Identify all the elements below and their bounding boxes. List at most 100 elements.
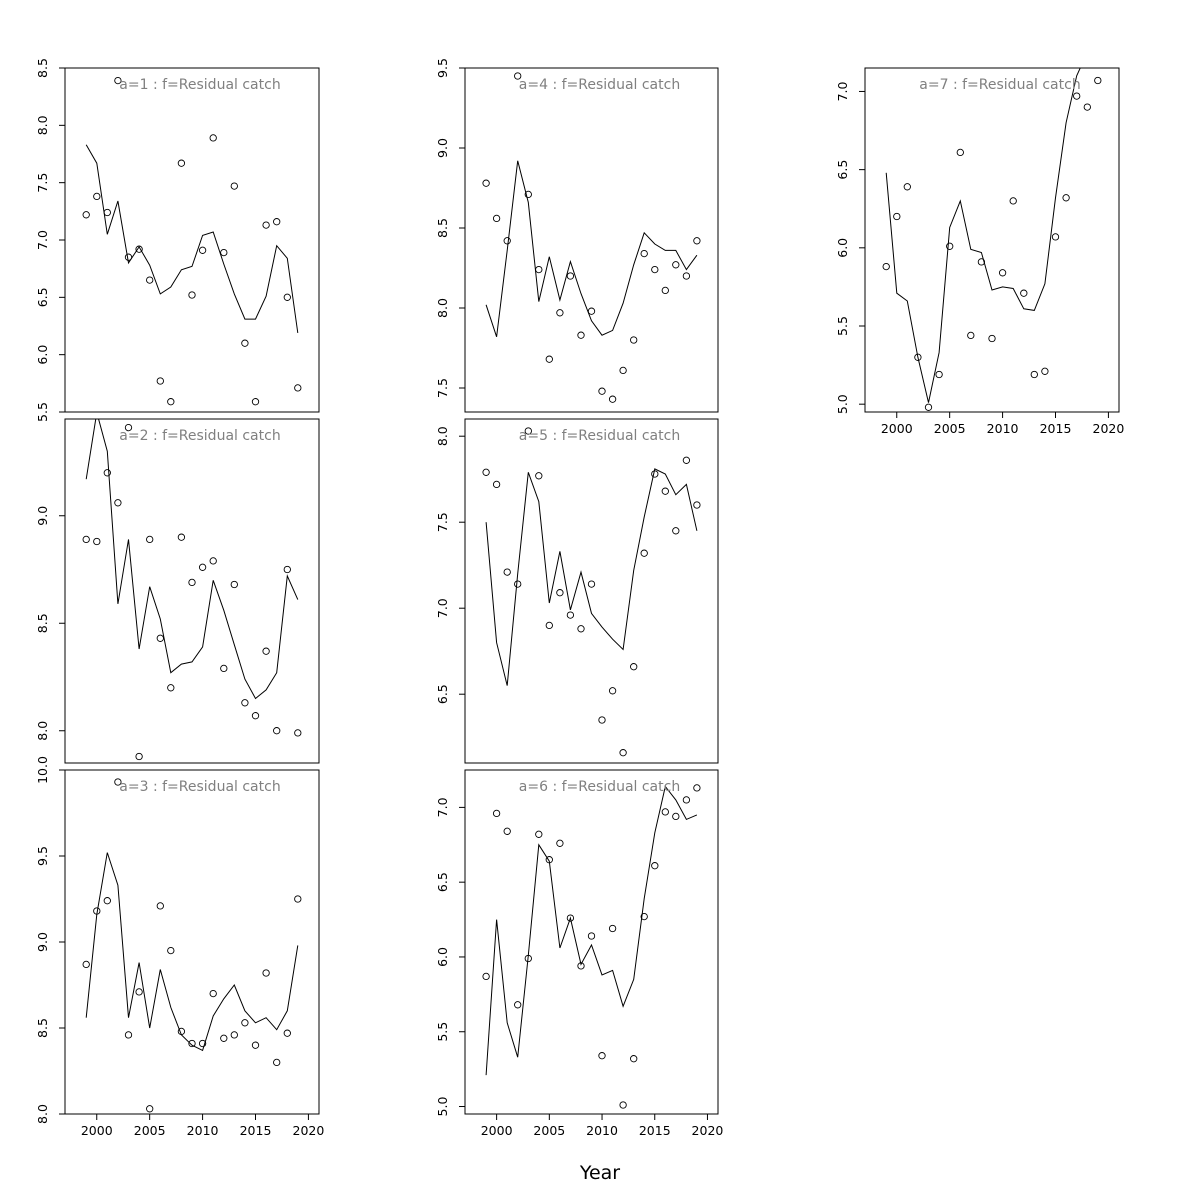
data-point (651, 265, 659, 274)
panel-a4: 7.5 8.0 8.5 9.0 9.5 a=4 : f=Residual catch (435, 58, 719, 413)
y-tick-label: 7.0 (835, 81, 850, 101)
data-point (241, 1019, 249, 1027)
y-tick-label: 6.5 (35, 287, 50, 307)
x-tick-label: 2010 (987, 421, 1019, 436)
data-point (946, 242, 954, 250)
y-tick-label: 8.5 (35, 613, 50, 633)
y-axis: 5.0 5.5 6.0 6.5 7.0 (835, 81, 865, 414)
data-point (1083, 103, 1091, 111)
y-tick-label: 8.0 (435, 298, 450, 318)
panel-a2: 8.0 8.5 9.0 a=2 : f=Residual catch (35, 418, 320, 764)
y-tick-label: 7.5 (35, 173, 50, 193)
data-point (598, 1052, 606, 1060)
data-point (640, 549, 648, 557)
data-point (503, 827, 511, 835)
fitted-line (485, 468, 698, 686)
data-point (598, 387, 606, 395)
fitted-line (85, 144, 299, 333)
data-point (967, 331, 975, 340)
panel-a3: 8.0 8.5 9.0 9.5 10.0 2000 2005 2010 2015 2020 a=3 … (35, 756, 324, 1138)
data-point (661, 808, 669, 816)
data-point (124, 1031, 133, 1039)
plot-frame (864, 67, 1120, 413)
data-point (682, 272, 691, 280)
x-tick-label: 2010 (586, 1123, 618, 1138)
data-point (230, 182, 238, 190)
y-tick-label: 8.5 (35, 1018, 50, 1038)
data-point (241, 699, 249, 707)
y-tick-label: 8.5 (435, 218, 450, 238)
data-point (893, 212, 901, 221)
data-point (188, 578, 196, 587)
data-point (1094, 76, 1102, 85)
data-point (273, 218, 281, 226)
data-point (672, 812, 680, 821)
data-point (209, 134, 217, 142)
observed-points (482, 784, 701, 1109)
data-point (903, 183, 911, 191)
y-tick-label: 6.0 (435, 947, 450, 967)
data-point (482, 179, 490, 187)
data-point (914, 353, 922, 361)
observed-points (482, 427, 701, 757)
y-tick-label: 9.5 (435, 58, 450, 78)
data-point (672, 261, 680, 269)
y-tick-label: 7.5 (435, 512, 450, 532)
y-tick-label: 6.0 (835, 238, 850, 258)
observed-points (82, 423, 302, 761)
data-point (672, 527, 680, 535)
data-point (167, 398, 175, 406)
data-point (651, 470, 659, 478)
data-point (998, 269, 1007, 277)
x-tick-label: 2010 (187, 1123, 219, 1138)
data-point (882, 262, 890, 271)
y-tick-label: 9.0 (35, 506, 50, 526)
data-point (93, 907, 101, 915)
data-point (545, 856, 553, 864)
data-point (82, 211, 90, 219)
data-point (230, 1031, 238, 1039)
panel-title: a=2 : f=Residual catch (119, 428, 280, 444)
x-axis: 2000 2005 2010 2015 2020 (881, 412, 1124, 436)
y-tick-label: 8.0 (35, 115, 50, 135)
y-axis: 6.5 7.0 7.5 8.0 (435, 426, 465, 704)
data-point (251, 1041, 260, 1049)
panel-a1: 5.5 6.0 6.5 7.0 7.5 8.0 8.5 a=1 : f=Residual ca… (35, 58, 320, 422)
data-point (156, 377, 164, 385)
data-point (556, 589, 564, 597)
data-point (156, 634, 164, 642)
y-tick-label: 6.5 (835, 160, 850, 180)
data-point (1073, 92, 1081, 100)
data-point (535, 472, 543, 480)
x-tick-label: 2015 (240, 1123, 272, 1138)
x-tick-label: 2000 (481, 1123, 513, 1138)
data-point (93, 537, 101, 546)
data-point (619, 749, 627, 757)
data-point (619, 366, 627, 375)
data-point (262, 221, 270, 229)
data-point (587, 932, 596, 940)
x-axis: 2000 2005 2010 2015 2020 (481, 1114, 724, 1138)
data-point (598, 716, 606, 724)
data-point (661, 487, 669, 495)
data-point (924, 403, 933, 411)
panels: 5.5 6.0 6.5 7.0 7.5 8.0 8.5 a=1 : f=Residual ca… (35, 58, 1124, 1138)
fitted-line (85, 419, 299, 700)
y-tick-label: 6.5 (435, 684, 450, 704)
x-tick-label: 2020 (692, 1123, 724, 1138)
panel-title: a=7 : f=Residual catch (919, 77, 1080, 93)
y-tick-label: 8.5 (35, 58, 50, 78)
data-point (482, 468, 490, 476)
data-point (566, 914, 575, 922)
data-point (220, 664, 228, 673)
data-point (103, 208, 111, 217)
y-axis: 8.0 8.5 9.0 (35, 506, 65, 741)
data-point (630, 663, 638, 671)
data-point (630, 1055, 638, 1063)
observed-points (882, 76, 1102, 411)
data-point (988, 334, 996, 343)
observed-points (482, 72, 701, 403)
data-point (640, 249, 648, 258)
